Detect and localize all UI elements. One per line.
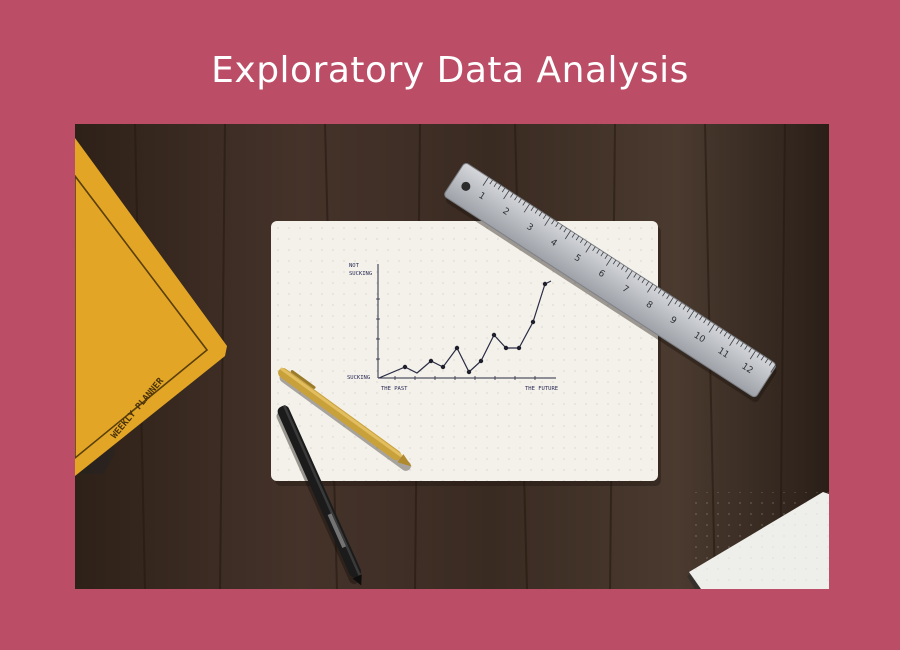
ruler-number: 2 <box>500 206 510 218</box>
paper-sheet <box>271 221 661 486</box>
weekly-planner: WEEKLY PLANNER <box>75 138 227 476</box>
paper-line-chart <box>376 264 556 380</box>
ruler-number: 5 <box>572 253 582 265</box>
chart-x-right-label: THE FUTURE <box>525 386 558 392</box>
chart-y-bottom-label: SUCKING <box>347 375 370 381</box>
page-title: Exploratory Data Analysis <box>211 50 689 91</box>
black-pen <box>276 404 362 586</box>
paper-chart-labels: NOT SUCKING SUCKING THE PAST THE FUTURE <box>347 263 558 392</box>
chart-y-top-label-2: SUCKING <box>349 271 372 277</box>
gold-pen <box>278 367 412 471</box>
ruler-number: 4 <box>548 237 558 249</box>
ruler-number: 7 <box>620 284 630 296</box>
ruler-number: 9 <box>668 315 678 327</box>
chart-line <box>378 280 552 379</box>
ruler-number: 1 <box>477 191 487 203</box>
ruler-number: 6 <box>596 269 606 281</box>
notebook <box>687 492 829 589</box>
chart-y-top-label-1: NOT <box>349 263 360 269</box>
chart-x-left-label: THE PAST <box>381 386 408 392</box>
ruler-number: 3 <box>524 222 534 234</box>
ruler-number: 8 <box>644 300 654 312</box>
desk-photo: WEEKLY PLANNER <box>75 124 829 589</box>
